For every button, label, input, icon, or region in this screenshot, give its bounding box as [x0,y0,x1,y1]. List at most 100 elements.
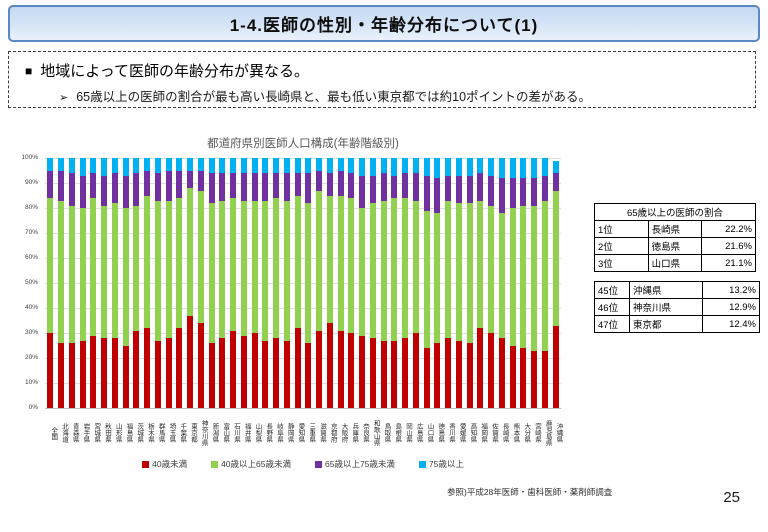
x-axis-label: 石川県 [232,423,240,443]
bar-segment [348,173,355,198]
bar-大阪府 [337,158,344,408]
bar-segment [144,328,151,408]
bar-segment [305,158,312,173]
bar-segment [466,175,473,203]
bar-和歌山県 [369,158,376,408]
summary-heading: ■ 地域によって医師の年齢分布が異なる。 [25,60,755,81]
bar-segment [477,328,484,408]
bar-cell [411,158,422,408]
bar-segment [165,158,172,171]
bar-segment [219,173,226,201]
bar-segment [187,315,194,408]
bar-福井県 [240,158,247,408]
rank-cell: 45位 [594,281,630,299]
bar-高知県 [466,158,473,408]
bar-segment [531,158,538,178]
x-axis-label: 沖縄県 [555,423,562,443]
bar-segment [391,198,398,341]
bar-富山県 [219,158,226,408]
x-axis-label: 秋田県 [103,423,111,443]
gridline [45,283,561,284]
bar-千葉県 [176,158,183,408]
bar-segment [434,178,441,213]
prefecture-cell: 神奈川県 [629,298,703,316]
value-cell: 12.4% [702,315,760,333]
bar-segment [509,178,516,208]
prefecture-cell: 山口県 [647,254,703,272]
rank-cell: 47位 [594,315,630,333]
gridline [45,183,561,184]
bar-segment [111,203,118,338]
bar-三重県 [305,158,312,408]
bar-segment [477,200,484,328]
value-cell: 13.2% [702,281,760,299]
bar-segment [348,333,355,408]
bar-segment [165,200,172,338]
bar-segment [423,175,430,211]
bar-segment [541,200,548,351]
bar-segment [316,158,323,171]
prefecture-cell: 長崎県 [647,220,703,238]
x-axis-label: 茨城県 [135,423,143,443]
bar-cell [389,158,400,408]
bar-segment [122,345,129,408]
bar-segment [531,350,538,408]
bar-segment [359,158,366,176]
x-axis-label: 滋賀県 [318,423,326,443]
gridline [45,158,561,159]
gridline [45,383,561,384]
x-axis-label: 静岡県 [286,423,294,443]
bar-静岡県 [283,158,290,408]
bar-segment [219,158,226,173]
legend-label: 75歳以上 [428,459,464,469]
bar-segment [133,205,140,331]
bar-segment [412,173,419,201]
bar-cell [400,158,411,408]
bar-segment [230,173,237,198]
y-axis-label: 90% [24,179,38,186]
x-axis-label: 鳥取県 [383,423,390,443]
bar-segment [101,205,108,338]
bar-segment [47,170,54,198]
bar-segment [68,343,75,408]
rank-cell: 46位 [594,298,630,316]
bar-segment [122,158,129,176]
bar-segment [541,175,548,201]
bar-cell [174,158,185,408]
bar-segment [498,178,505,213]
bar-山口県 [423,158,430,408]
bar-佐賀県 [488,158,495,408]
y-axis-label: 0% [28,404,38,411]
ranking-table-bottom: 45位 沖縄県 13.2% 46位 神奈川県 12.9% 47位 東京都 12.4% [594,281,760,333]
bar-segment [251,173,258,201]
x-axis-label: 山梨県 [254,423,261,443]
bar-群馬県 [154,158,161,408]
x-axis-label: 高知県 [469,423,476,443]
x-axis: 全国 北海道 青森県 岩手県 宮城県 秋田県 山形県 福島県 茨城県 栃木県 群馬県 埼玉県 千葉県 東京… [45,411,562,455]
bar-segment [187,158,194,171]
bar-鹿児島県 [541,158,548,408]
gridline [45,308,561,309]
bar-cell [56,158,67,408]
bar-cell [357,158,368,408]
legend-swatch [142,460,150,468]
bar-segment [133,158,140,173]
bar-cell [228,158,239,408]
bar-segment [79,208,86,341]
bar-cell [378,158,389,408]
bar-cell [314,158,325,408]
bar-segment [369,175,376,203]
bar-segment [434,158,441,178]
chart-legend: 40歳未満 40歳以上65歳未満 65歳以上75歳未満 75歳以上 [45,458,561,470]
y-axis-label: 10% [24,379,38,386]
x-axis-label: 和歌山県 [372,420,380,446]
bar-segment [488,158,495,176]
bar-segment [488,333,495,408]
bar-segment [133,173,140,206]
legend-label: 40歳未満 [152,459,188,469]
page-number: 25 [723,489,740,506]
bar-宮城県 [90,158,97,408]
bar-segment [144,195,151,328]
slide-title: 1-4.医師の性別・年齢分布について(1) [229,16,539,35]
bar-segment [47,333,54,408]
